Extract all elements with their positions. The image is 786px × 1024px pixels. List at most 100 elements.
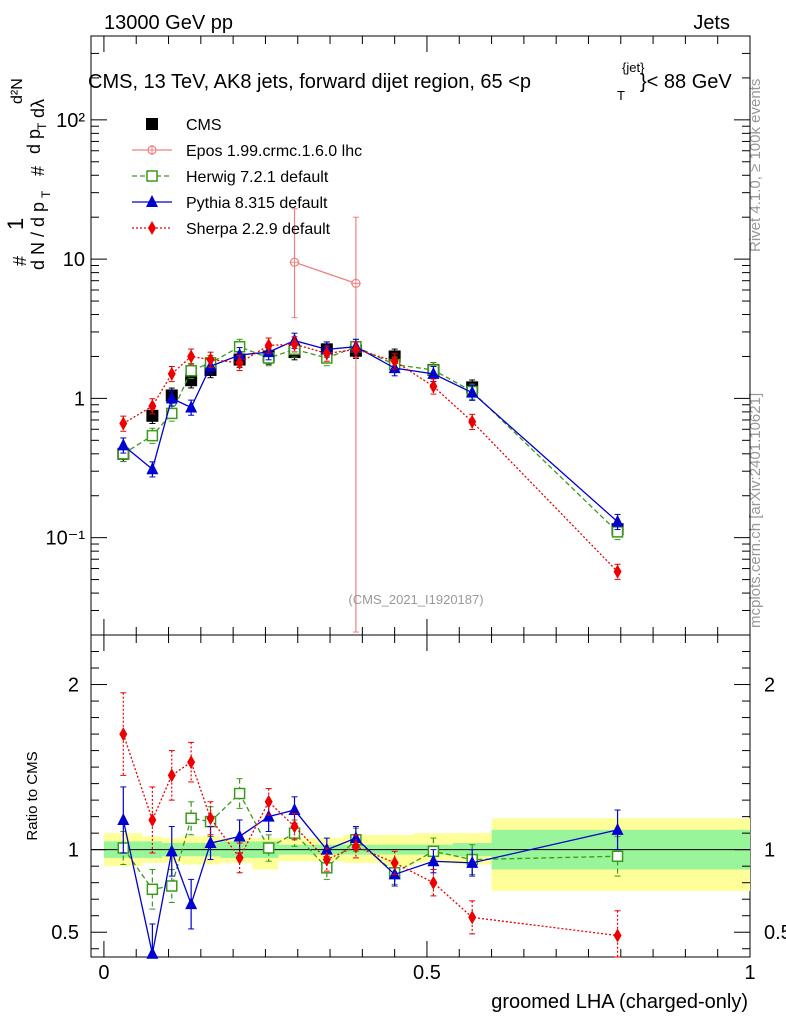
ratio-series-layer: [117, 692, 624, 959]
title-superscript: {jet}: [622, 60, 645, 75]
main-y-axis-label: # 1 d N / d p T # d p T dλ d²N: [3, 78, 53, 270]
ratio-herwig-point: [262, 842, 275, 854]
ratio-herwig-point: [233, 787, 246, 800]
cms-point: [185, 374, 198, 387]
pythia-point: [427, 366, 440, 379]
pythia-point: [466, 385, 479, 398]
ratio-sherpa-point: [167, 768, 176, 783]
ratio-series-sherpa: [119, 692, 622, 958]
legend-entry-pythia: Pythia 8.315 default: [132, 195, 328, 212]
sherpa-point: [390, 354, 399, 369]
main-y-tick-label: 1: [74, 388, 85, 410]
pythia-point: [165, 391, 178, 404]
ratio-sherpa-point: [290, 819, 299, 834]
cms-point: [146, 409, 159, 422]
sherpa-point: [322, 346, 331, 361]
main-axis-ticks: 10⁻¹ 1 10 10²: [46, 35, 751, 636]
herwig-point: [166, 407, 178, 420]
analysis-id-label: (CMS_2021_I1920187): [348, 592, 483, 607]
legend-entry-herwig: Herwig 7.2.1 default: [132, 169, 329, 186]
sherpa-point: [187, 349, 196, 364]
ratio-pythia-point: [185, 897, 198, 910]
ylabel-dn-dpt: d N / d p: [28, 202, 48, 270]
ratio-sherpa-point: [468, 910, 477, 925]
legend-label-epos: Epos 1.99.crmc.1.6.0 lhc: [186, 143, 362, 160]
x-tick-label: 0: [98, 962, 109, 984]
pythia-point: [146, 462, 159, 475]
ratio-pythia-point: [288, 803, 301, 816]
ratio-y-tick-label-left: 2: [68, 675, 79, 697]
ratio-sherpa-point: [429, 875, 438, 890]
legend-marker-pythia: [146, 195, 158, 207]
series-sherpa: [119, 336, 622, 580]
ratio-pythia-point: [262, 809, 275, 822]
ratio-pythia-point: [146, 946, 159, 959]
legend-label-cms: CMS: [186, 117, 222, 134]
legend-marker-herwig: [146, 170, 158, 182]
ratio-panel-frame: [90, 634, 751, 958]
title-end-text: }< 88 GeV: [640, 71, 732, 93]
ratio-uncertainty-bands: [103, 818, 750, 891]
sherpa-point: [148, 399, 157, 414]
ylabel-d2n: d²N: [9, 78, 26, 104]
pythia-point: [233, 347, 246, 360]
ratio-y-axis-label: Ratio to CMS: [24, 751, 41, 840]
title-subscript: T: [617, 88, 625, 103]
ratio-pythia-point: [427, 854, 440, 867]
sherpa-point: [167, 366, 176, 381]
ratio-pythia-point: [611, 822, 624, 835]
ratio-sherpa-point: [351, 839, 360, 854]
herwig-point: [146, 429, 159, 442]
legend-label-herwig: Herwig 7.2.1 default: [186, 169, 329, 186]
ratio-pythia-line: [122, 809, 618, 954]
sherpa-point: [351, 342, 360, 357]
ratio-herwig-line: [122, 792, 618, 891]
ylabel-hash-2: #: [28, 166, 48, 176]
ratio-pythia-point: [117, 812, 130, 825]
title-main-text: CMS, 13 TeV, AK8 jets, forward dijet reg…: [88, 71, 531, 93]
ratio-pythia-point: [349, 831, 362, 844]
sherpa-point: [290, 337, 299, 352]
ratio-y-tick-label-left: 1: [68, 840, 79, 862]
ratio-y-tick-label-left: 0.5: [51, 922, 79, 944]
epos-point: [289, 257, 300, 268]
ratio-y-tick-label-right: 1: [764, 840, 775, 862]
sherpa-point: [613, 564, 622, 579]
ratio-sherpa-point: [206, 811, 215, 826]
main-y-tick-label: 10: [63, 249, 85, 271]
sherpa-point: [206, 352, 215, 367]
ratio-herwig-point: [185, 812, 197, 825]
side-label-mcplots: mcplots.cern.ch [arXiv:2401.10621]: [747, 393, 764, 628]
sherpa-point: [429, 379, 438, 394]
ratio-sherpa-point: [235, 850, 244, 865]
legend: CMS Epos 1.99.crmc.1.6.0 lhc Herwig 7.2.1 …: [132, 117, 362, 238]
ratio-sherpa-point: [390, 855, 399, 870]
pythia-point: [611, 514, 624, 527]
ylabel-one: 1: [3, 218, 28, 230]
ratio-sherpa-point: [613, 928, 622, 943]
ratio-pythia-point: [165, 844, 178, 857]
legend-entry-epos: Epos 1.99.crmc.1.6.0 lhc: [132, 143, 362, 160]
main-y-tick-label: 10⁻¹: [46, 528, 86, 550]
ratio-sherpa-point: [148, 812, 157, 827]
epos-point: [350, 278, 361, 289]
main-series-layer: [117, 208, 624, 633]
x-tick-label: 1: [744, 962, 755, 984]
herwig-line: [122, 345, 619, 533]
pythia-point: [117, 438, 130, 451]
legend-label-pythia: Pythia 8.315 default: [186, 195, 328, 212]
legend-marker-sherpa: [148, 221, 156, 235]
header-energy-label: 13000 GeV pp: [104, 12, 233, 34]
legend-entry-sherpa: Sherpa 2.2.9 default: [132, 221, 331, 238]
ylabel-t-sub-1: T: [39, 190, 53, 198]
ratio-sherpa-line: [122, 733, 618, 937]
legend-marker-epos: [147, 145, 157, 155]
ratio-herwig-point: [611, 850, 624, 863]
ratio-sherpa-point: [187, 755, 196, 770]
ylabel-dlambda: dλ: [28, 99, 48, 118]
ratio-pythia-point: [466, 855, 479, 868]
header-jets-label: Jets: [693, 12, 730, 34]
sherpa-line: [122, 343, 619, 573]
pythia-point: [185, 400, 198, 413]
